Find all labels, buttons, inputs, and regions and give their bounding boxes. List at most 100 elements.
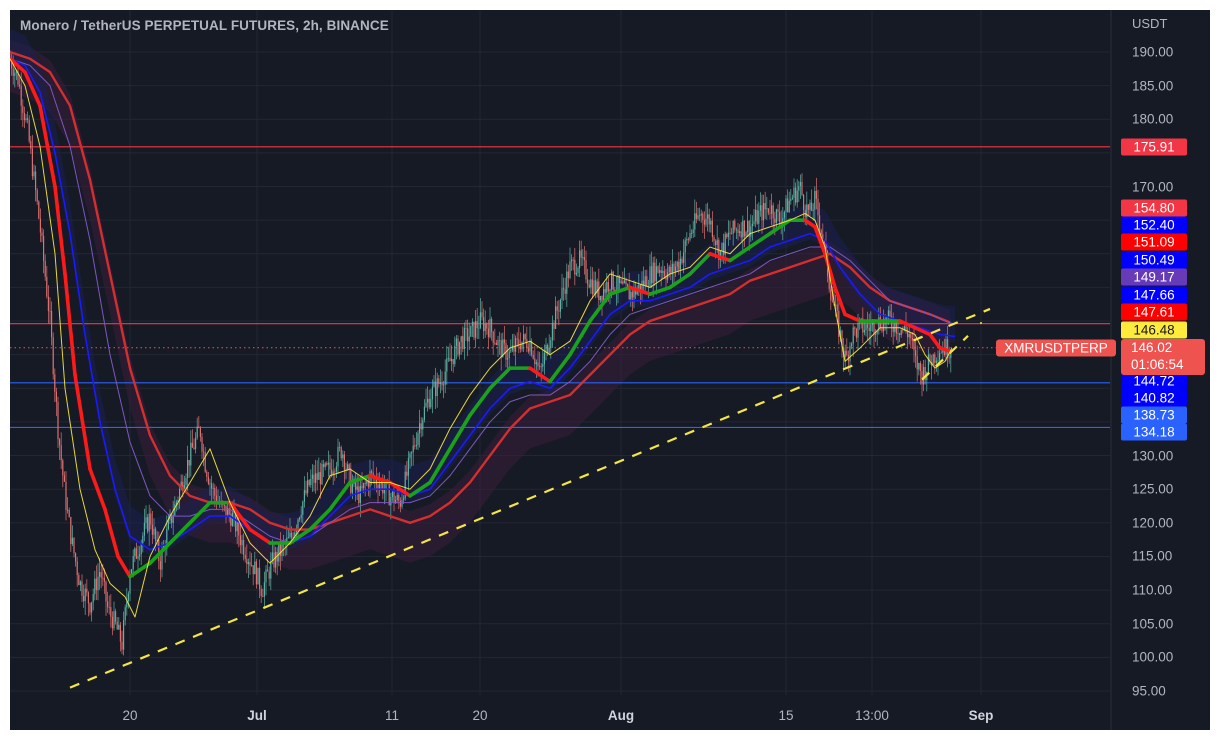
candle-body bbox=[723, 243, 725, 255]
candle-body bbox=[254, 561, 256, 575]
time-tick-label: Sep bbox=[968, 708, 994, 723]
candle-body bbox=[524, 334, 526, 340]
candle-body bbox=[758, 210, 760, 224]
candle-body bbox=[580, 250, 582, 258]
candle-body bbox=[398, 495, 400, 501]
candle-body bbox=[278, 544, 280, 562]
candle-body bbox=[819, 215, 821, 231]
candle-body bbox=[686, 239, 688, 241]
ema-fast-segment bbox=[803, 218, 817, 229]
candle-body bbox=[339, 446, 341, 448]
candle-body bbox=[275, 551, 277, 568]
candle-body bbox=[390, 497, 392, 506]
candle-body bbox=[110, 607, 112, 617]
candle-body bbox=[846, 350, 848, 356]
candle-body bbox=[151, 524, 153, 535]
candle-body bbox=[683, 252, 685, 263]
candle-body bbox=[611, 271, 613, 290]
candle-body bbox=[828, 276, 830, 290]
candle-body bbox=[207, 476, 209, 484]
price-scale-label: 134.18 bbox=[1121, 423, 1187, 441]
candle-body bbox=[12, 68, 14, 76]
ema-fast-segment bbox=[588, 292, 612, 323]
candle-body bbox=[97, 576, 99, 591]
ema-fast-segment bbox=[23, 70, 42, 108]
candle-body bbox=[878, 317, 880, 331]
candle-body bbox=[519, 345, 521, 350]
candle-body bbox=[182, 481, 184, 491]
candle-body bbox=[123, 620, 125, 650]
candle-body bbox=[596, 281, 598, 294]
chart-panel[interactable]: Monero / TetherUS PERPETUAL FUTURES, 2h,… bbox=[10, 10, 1210, 730]
candle-body bbox=[863, 330, 865, 333]
price-chart-canvas[interactable] bbox=[10, 10, 1210, 730]
candle-body bbox=[607, 282, 609, 292]
ema-fast-segment bbox=[388, 480, 412, 498]
candle-body bbox=[665, 276, 667, 280]
candle-body bbox=[174, 504, 176, 516]
candle-body bbox=[809, 202, 811, 210]
candle-body bbox=[142, 535, 144, 544]
candle-body bbox=[691, 233, 693, 234]
candle-body bbox=[235, 511, 237, 532]
candle-body bbox=[115, 611, 117, 622]
candle-body bbox=[593, 280, 595, 295]
candle-body bbox=[111, 616, 113, 629]
candle-body bbox=[228, 508, 230, 515]
ema-fast-segment bbox=[648, 285, 672, 296]
candle-body bbox=[223, 504, 225, 506]
candle-body bbox=[121, 641, 123, 650]
candle-body bbox=[465, 327, 467, 329]
candle-body bbox=[171, 514, 173, 523]
candle-body bbox=[532, 355, 534, 359]
candle-body bbox=[371, 471, 373, 473]
candle-body bbox=[924, 366, 926, 381]
candle-body bbox=[246, 558, 248, 565]
price-tick-label: 180.00 bbox=[1132, 111, 1174, 127]
candle-body bbox=[23, 112, 25, 121]
candle-body bbox=[231, 512, 233, 526]
candle-body bbox=[651, 266, 653, 284]
candle-body bbox=[721, 243, 723, 252]
candle-body bbox=[811, 202, 813, 211]
candle-body bbox=[425, 402, 427, 407]
candle-body bbox=[476, 321, 478, 329]
candle-body bbox=[748, 220, 750, 237]
candle-body bbox=[475, 321, 477, 338]
ema-fast-segment bbox=[148, 541, 172, 565]
ema-fast-segment bbox=[228, 500, 252, 532]
ema-fast-segment bbox=[288, 527, 312, 545]
candle-body bbox=[412, 445, 414, 453]
candle-body bbox=[479, 312, 481, 328]
candle-body bbox=[167, 520, 169, 530]
candle-body bbox=[855, 328, 857, 338]
candle-body bbox=[750, 226, 752, 237]
candle-body bbox=[806, 204, 808, 218]
candle-body bbox=[62, 460, 64, 476]
ema-fast-segment bbox=[913, 325, 932, 337]
ema-mid-line bbox=[10, 57, 956, 551]
price-scale-label: 146.48 bbox=[1121, 321, 1187, 339]
candle-body bbox=[243, 540, 245, 555]
candle-body bbox=[158, 540, 160, 562]
candle-body bbox=[367, 480, 369, 487]
candle-body bbox=[716, 239, 718, 245]
candle-body bbox=[500, 340, 502, 358]
candle-body bbox=[105, 581, 107, 602]
candle-body bbox=[939, 353, 941, 361]
candle-body bbox=[887, 310, 889, 318]
candle-body bbox=[78, 575, 80, 586]
candle-body bbox=[521, 341, 523, 350]
candle-body bbox=[38, 201, 40, 219]
candle-body bbox=[241, 540, 243, 545]
candle-body bbox=[92, 594, 94, 603]
candle-body bbox=[763, 203, 765, 221]
candle-body bbox=[270, 560, 272, 579]
candle-body bbox=[340, 447, 342, 459]
candle-body bbox=[734, 220, 736, 230]
candle-body bbox=[947, 339, 949, 358]
candle-body bbox=[75, 553, 77, 562]
candle-body bbox=[214, 487, 216, 496]
candle-body bbox=[433, 381, 435, 387]
candle-body bbox=[462, 336, 464, 350]
